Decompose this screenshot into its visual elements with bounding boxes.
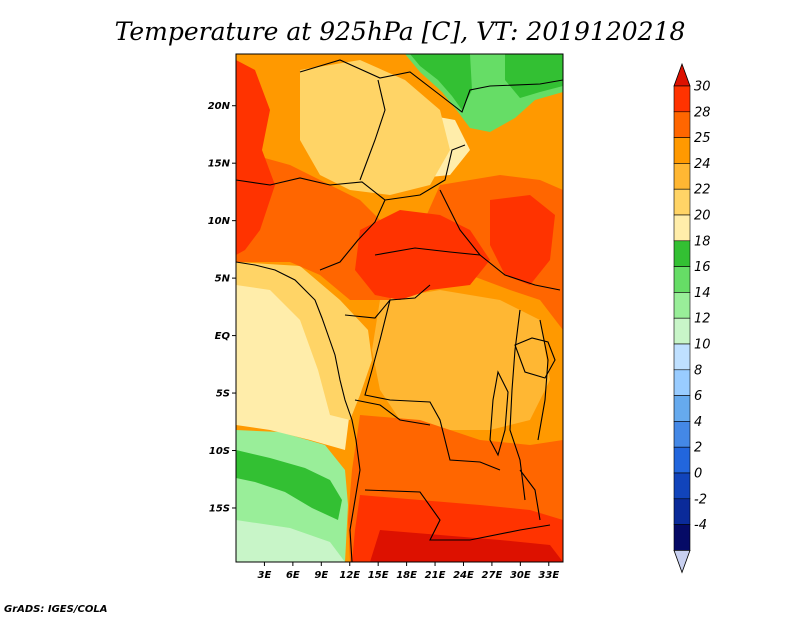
lat-tick-label: 10N bbox=[208, 216, 231, 227]
lon-tick-label: 12E bbox=[339, 570, 360, 581]
colorbar-top-arrow bbox=[673, 62, 691, 87]
colorbar-swatch bbox=[673, 85, 691, 113]
latitude-axis: 20N 15N 10N 5N EQ 5S 10S 15S bbox=[208, 101, 236, 514]
map-title: Temperature at 925hPa [C], VT: 201912021… bbox=[115, 17, 686, 46]
colorbar-swatch bbox=[673, 317, 691, 345]
colorbar-label: 10 bbox=[694, 338, 711, 353]
colorbar-label: 0 bbox=[694, 467, 702, 482]
colorbar-label: -4 bbox=[694, 518, 707, 533]
colorbar-swatch bbox=[673, 137, 691, 164]
lon-tick-label: 18E bbox=[396, 570, 417, 581]
temperature-region-deep-south-red bbox=[370, 530, 563, 562]
lat-tick-label: EQ bbox=[215, 331, 231, 342]
colorbar-label: 22 bbox=[694, 183, 711, 198]
colorbar-label: 2 bbox=[694, 441, 702, 456]
lon-tick-label: 30E bbox=[510, 570, 531, 581]
colorbar-label: 30 bbox=[694, 80, 711, 95]
colorbar-swatch bbox=[673, 163, 691, 190]
map-area bbox=[236, 54, 563, 562]
temperature-region-southwest-lightgreen bbox=[236, 520, 345, 562]
lon-tick-label: 3E bbox=[258, 570, 272, 581]
lat-tick-label: 20N bbox=[208, 101, 231, 112]
colorbar-swatch bbox=[673, 421, 691, 448]
colorbar-swatch bbox=[673, 111, 691, 138]
grads-credit: GrADS: IGES/COLA bbox=[4, 604, 107, 615]
colorbar-label: 8 bbox=[694, 363, 702, 378]
colorbar-swatch bbox=[673, 472, 691, 500]
colorbar-swatch bbox=[673, 369, 691, 396]
colorbar-swatch bbox=[673, 395, 691, 422]
colorbar-label: 12 bbox=[694, 312, 711, 327]
lat-tick-label: 5S bbox=[216, 389, 230, 400]
colorbar-label: 28 bbox=[694, 105, 711, 120]
lat-tick-label: 15N bbox=[208, 159, 231, 170]
colorbar-swatch bbox=[673, 266, 691, 293]
colorbar-label: 4 bbox=[694, 415, 702, 430]
temperature-region-southwest-darkgreen bbox=[236, 450, 342, 520]
colorbar-label: 14 bbox=[694, 286, 711, 301]
colorbar-swatch bbox=[673, 524, 691, 551]
temperature-region-north-darkgreen bbox=[410, 54, 472, 110]
longitude-axis: 3E 6E 9E 12E 15E 18E 21E 24E 27E 30E 33E bbox=[258, 562, 559, 581]
colorbar-swatch bbox=[673, 214, 691, 242]
lon-tick-label: 6E bbox=[286, 570, 300, 581]
temperature-region-central-orange bbox=[372, 290, 550, 430]
coastlines-and-borders bbox=[236, 59, 563, 562]
map-frame bbox=[235, 53, 564, 563]
colorbar-label: 20 bbox=[694, 209, 711, 224]
lon-tick-label: 24E bbox=[453, 570, 474, 581]
colorbar-swatch bbox=[673, 498, 691, 525]
colorbar-swatch bbox=[673, 343, 691, 371]
temperature-region-east-red bbox=[490, 195, 555, 285]
temperature-region-northeast-green bbox=[505, 54, 563, 98]
lon-tick-label: 21E bbox=[425, 570, 446, 581]
colorbar-label: 24 bbox=[694, 157, 711, 172]
colorbar-label: 16 bbox=[694, 260, 711, 275]
temperature-region-central-red bbox=[355, 210, 490, 300]
lon-tick-label: 27E bbox=[482, 570, 503, 581]
temperature-region-sahara-yellow bbox=[300, 60, 450, 195]
colorbar-swatch bbox=[673, 240, 691, 267]
colorbar-label: -2 bbox=[694, 492, 707, 507]
lon-tick-label: 33E bbox=[538, 570, 559, 581]
lat-tick-label: 5N bbox=[215, 274, 231, 285]
colorbar-bottom-arrow bbox=[673, 550, 691, 574]
colorbar-label: 18 bbox=[694, 234, 711, 249]
colorbar-swatch bbox=[673, 188, 691, 216]
colorbar-swatch bbox=[673, 446, 691, 474]
lat-tick-label: 15S bbox=[209, 503, 230, 514]
temperature-region-ocean-yellow bbox=[236, 262, 372, 420]
temperature-region-northwest-red bbox=[236, 60, 275, 255]
lat-tick-label: 10S bbox=[209, 446, 230, 457]
lon-tick-label: 15E bbox=[368, 570, 389, 581]
colorbar-swatch bbox=[673, 292, 691, 319]
lon-tick-label: 9E bbox=[314, 570, 328, 581]
colorbar-label: 6 bbox=[694, 389, 702, 404]
colorbar-label: 25 bbox=[694, 131, 711, 146]
